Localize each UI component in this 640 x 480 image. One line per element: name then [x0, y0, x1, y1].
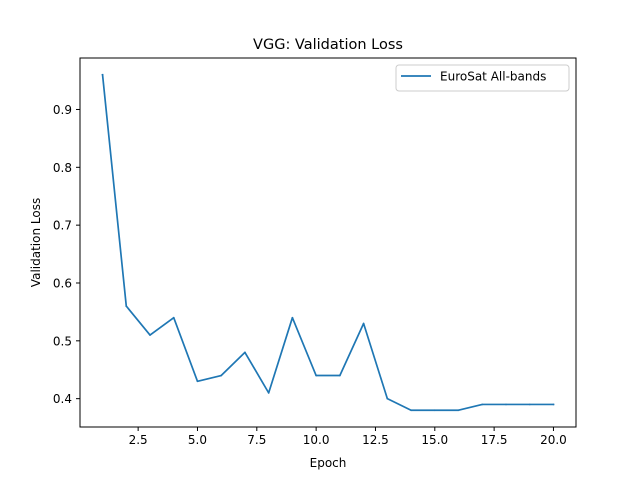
plot-area-frame [79, 57, 577, 428]
chart-title: VGG: Validation Loss [253, 37, 403, 53]
data-point [244, 351, 246, 354]
x-tick-label: 2.5 [129, 433, 148, 447]
data-point [410, 409, 412, 412]
x-tick-label: 20.0 [540, 433, 567, 447]
data-point [362, 322, 365, 325]
y-tick-label: 0.8 [53, 161, 72, 175]
x-tick-label: 10.0 [303, 433, 330, 447]
data-point [125, 305, 128, 307]
y-tick-label: 0.9 [53, 103, 72, 117]
data-point [315, 374, 317, 377]
data-point [386, 397, 389, 400]
x-tick-label: 12.5 [362, 433, 389, 447]
y-tick-label: 0.7 [53, 219, 72, 233]
y-tick-label: 0.4 [53, 392, 72, 406]
x-axis: 2.5 5.0 7.5 10.0 12.5 15.0 17.5 20.0 [129, 427, 567, 447]
x-tick-label: 5.0 [188, 433, 207, 447]
data-point [291, 316, 294, 319]
series-line [101, 73, 555, 412]
data-point [149, 334, 151, 336]
x-tick-label: 17.5 [481, 433, 508, 447]
data-point [433, 409, 436, 412]
data-point [481, 403, 484, 406]
data-point [172, 316, 175, 319]
data-point [457, 409, 460, 412]
data-point [528, 403, 531, 406]
x-tick-label: 15.0 [421, 433, 448, 447]
y-axis-label: Validation Loss [29, 198, 43, 287]
series-layer [101, 73, 555, 412]
legend-box [395, 64, 570, 92]
data-point [505, 403, 507, 406]
data-point [196, 380, 199, 383]
data-point [267, 392, 270, 394]
data-point [339, 374, 341, 377]
legend: EuroSat All-bands [395, 64, 570, 92]
x-axis-label: Epoch [310, 456, 347, 470]
legend-label: EuroSat All-bands [440, 70, 546, 84]
y-tick-label: 0.5 [53, 334, 72, 348]
x-tick-label: 7.5 [247, 433, 266, 447]
data-point [220, 374, 223, 377]
data-point [101, 73, 104, 76]
y-axis: 0.4 0.5 0.6 0.7 0.8 0.9 [53, 103, 80, 406]
data-point [552, 403, 555, 406]
y-tick-label: 0.6 [53, 276, 72, 290]
